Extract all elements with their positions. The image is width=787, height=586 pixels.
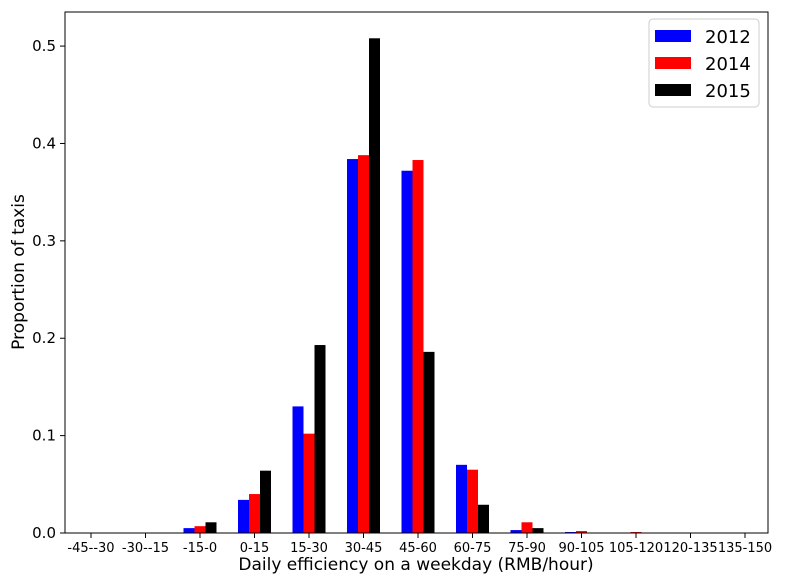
y-axis: 0.0 0.1 0.2 0.3 0.4 0.5 xyxy=(32,37,65,542)
bar-2014-0-15 xyxy=(249,494,260,533)
bar-2012-30-45 xyxy=(347,159,358,534)
x-tick-label: 60-75 xyxy=(454,541,492,556)
bar-2012-45-60 xyxy=(401,170,413,534)
legend-label-2012: 2012 xyxy=(705,27,751,48)
bar-2015-75-90 xyxy=(532,528,544,533)
bar-2014-45-60 xyxy=(412,160,424,533)
x-tick-label: 15-30 xyxy=(290,541,328,556)
x-tick-label: 90-105 xyxy=(558,541,604,556)
bar-2015-15-0 xyxy=(205,522,217,533)
x-tick-label: -15-0 xyxy=(183,541,217,556)
legend-swatch-2014 xyxy=(655,57,691,69)
y-tick-label: 0.3 xyxy=(32,232,56,250)
bar-2014-15-30 xyxy=(303,433,315,533)
y-tick-label: 0.0 xyxy=(32,524,56,542)
x-tick-label: -45--30 xyxy=(67,541,114,556)
y-tick-label: 0.5 xyxy=(32,37,56,55)
bar-2015-30-45 xyxy=(369,38,380,533)
x-tick-label: 120-135 xyxy=(663,541,717,556)
bar-2012-15-0 xyxy=(183,528,195,533)
x-axis-label: Daily efficiency on a weekday (RMB/hour) xyxy=(238,555,593,575)
plot-frame xyxy=(64,11,769,534)
bar-2015-45-60 xyxy=(423,351,435,533)
legend-label-2014: 2014 xyxy=(705,54,751,75)
x-tick-label: -30--15 xyxy=(122,541,169,556)
legend-swatch-2015 xyxy=(655,84,691,96)
legend-swatch-2012 xyxy=(655,30,691,42)
bar-2012-75-90 xyxy=(510,530,522,533)
bar-2014-75-90 xyxy=(521,522,533,533)
legend-label-2015: 2015 xyxy=(705,81,751,102)
y-tick-label: 0.2 xyxy=(32,329,56,347)
x-tick-label: 45-60 xyxy=(399,541,437,556)
bar-2015-60-75 xyxy=(478,504,489,533)
bar-2014-15-0 xyxy=(194,526,206,533)
bar-2014-90-105 xyxy=(576,531,587,533)
bar-2015-0-15 xyxy=(260,470,271,533)
bar-2014-30-45 xyxy=(358,155,369,534)
x-tick-label: 105-120 xyxy=(609,541,663,556)
x-tick-label: 135-150 xyxy=(718,541,772,556)
x-tick-label: 30-45 xyxy=(345,541,383,556)
bar-2012-60-75 xyxy=(456,464,467,533)
x-axis: -45--30 -30--15 -15-0 0-15 15-30 30-45 45-60 60… xyxy=(67,533,772,556)
y-tick-label: 0.1 xyxy=(32,427,56,445)
legend: 2012 2014 2015 xyxy=(648,18,760,108)
bars-layer xyxy=(183,38,642,534)
y-axis-label: Proportion of taxis xyxy=(9,194,29,350)
y-tick-label: 0.4 xyxy=(32,134,56,152)
bar-2015-15-30 xyxy=(314,345,326,533)
bar-2012-0-15 xyxy=(238,499,249,533)
bar-2014-60-75 xyxy=(467,469,478,533)
x-tick-label: 0-15 xyxy=(240,541,270,556)
x-tick-label: 75-90 xyxy=(508,541,546,556)
bar-2012-15-30 xyxy=(292,406,304,533)
